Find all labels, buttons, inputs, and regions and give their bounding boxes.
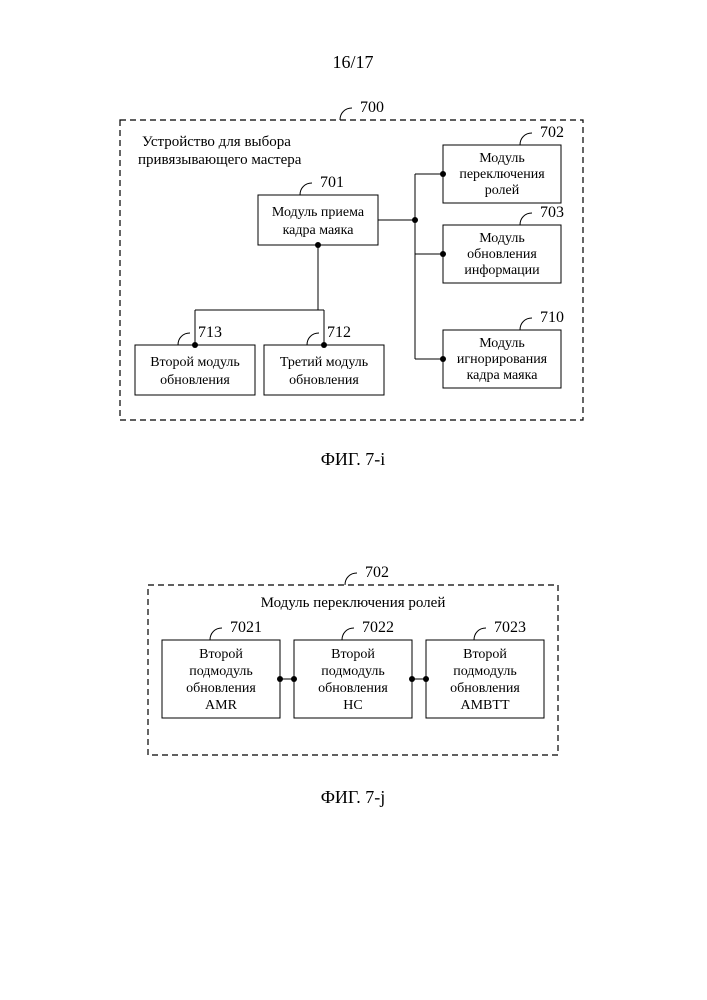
- n710-l1: Модуль: [479, 336, 525, 351]
- ref-7021: 7021: [230, 619, 262, 636]
- n710-l3: кадра маяка: [467, 368, 539, 383]
- n7023-l3: обновления: [450, 681, 520, 696]
- node-710: 710 Модуль игнорирования кадра маяка: [443, 309, 564, 388]
- ref-713: 713: [198, 324, 222, 341]
- fig7j-outer-leader: [345, 573, 357, 585]
- page-number: 16/17: [332, 52, 373, 72]
- n7022-l4: HC: [343, 698, 362, 713]
- ref-703: 703: [540, 204, 564, 221]
- fig7i-title-line1: Устройство для выбора: [142, 134, 291, 150]
- n713-l1: Второй модуль: [150, 355, 240, 370]
- node-7021: 7021 Второй подмодуль обновления AMR: [162, 619, 280, 718]
- ref-710: 710: [540, 309, 564, 326]
- fig-7i: 700 Устройство для выбора привязывающего…: [120, 99, 583, 469]
- fig7j-caption: ФИГ. 7-j: [321, 787, 386, 807]
- fig7i-outer-leader: [340, 108, 352, 120]
- ref-7022: 7022: [362, 619, 394, 636]
- n7021-l2: подмодуль: [189, 664, 253, 679]
- n703-l3: информации: [464, 263, 540, 278]
- n7023-l1: Второй: [463, 647, 507, 662]
- dot-703: [440, 251, 446, 257]
- ref-701: 701: [320, 174, 344, 191]
- n712-l1: Третий модуль: [280, 355, 368, 370]
- node-701: 701 Модуль приема кадра маяка: [258, 174, 378, 245]
- n7022-l2: подмодуль: [321, 664, 385, 679]
- n703-l2: обновления: [467, 247, 537, 262]
- fig7j-outer-ref: 702: [365, 564, 389, 581]
- dot-702: [440, 171, 446, 177]
- fig7i-title-line2: привязывающего мастера: [138, 152, 302, 168]
- n701-l2: кадра маяка: [283, 223, 355, 238]
- n7021-l4: AMR: [205, 698, 238, 713]
- dot-7021r: [277, 676, 283, 682]
- ref-712: 712: [327, 324, 351, 341]
- n703-l1: Модуль: [479, 231, 525, 246]
- dot-bus-220: [412, 217, 418, 223]
- n701-l1: Модуль приема: [272, 205, 365, 220]
- fig-7j: 702 Модуль переключения ролей 7021 Второ…: [148, 564, 558, 807]
- node-702: 702 Модуль переключения ролей: [443, 124, 564, 203]
- ref-7023: 7023: [494, 619, 526, 636]
- dot-713: [192, 342, 198, 348]
- dot-7023l: [423, 676, 429, 682]
- n702-l3: ролей: [485, 183, 520, 198]
- fig7i-outer-ref: 700: [360, 99, 384, 116]
- node-703: 703 Модуль обновления информации: [443, 204, 564, 283]
- n7022-l3: обновления: [318, 681, 388, 696]
- dot-7022l: [291, 676, 297, 682]
- dot-710: [440, 356, 446, 362]
- node-7022: 7022 Второй подмодуль обновления HC: [294, 619, 412, 718]
- fig7i-caption: ФИГ. 7-i: [321, 449, 386, 469]
- n7023-l2: подмодуль: [453, 664, 517, 679]
- n7023-l4: AMBTT: [461, 698, 510, 713]
- n702-l2: переключения: [459, 167, 545, 182]
- n7021-l1: Второй: [199, 647, 243, 662]
- n710-l2: игнорирования: [457, 352, 548, 367]
- dot-712: [321, 342, 327, 348]
- node-7023: 7023 Второй подмодуль обновления AMBTT: [426, 619, 544, 718]
- n713-l2: обновления: [160, 373, 230, 388]
- n7022-l1: Второй: [331, 647, 375, 662]
- n702-l1: Модуль: [479, 151, 525, 166]
- dot-7022r: [409, 676, 415, 682]
- n7021-l3: обновления: [186, 681, 256, 696]
- page-svg: 16/17 700 Устройство для выбора привязыв…: [0, 0, 707, 1000]
- ref-702: 702: [540, 124, 564, 141]
- fig7j-title: Модуль переключения ролей: [261, 595, 446, 611]
- n712-l2: обновления: [289, 373, 359, 388]
